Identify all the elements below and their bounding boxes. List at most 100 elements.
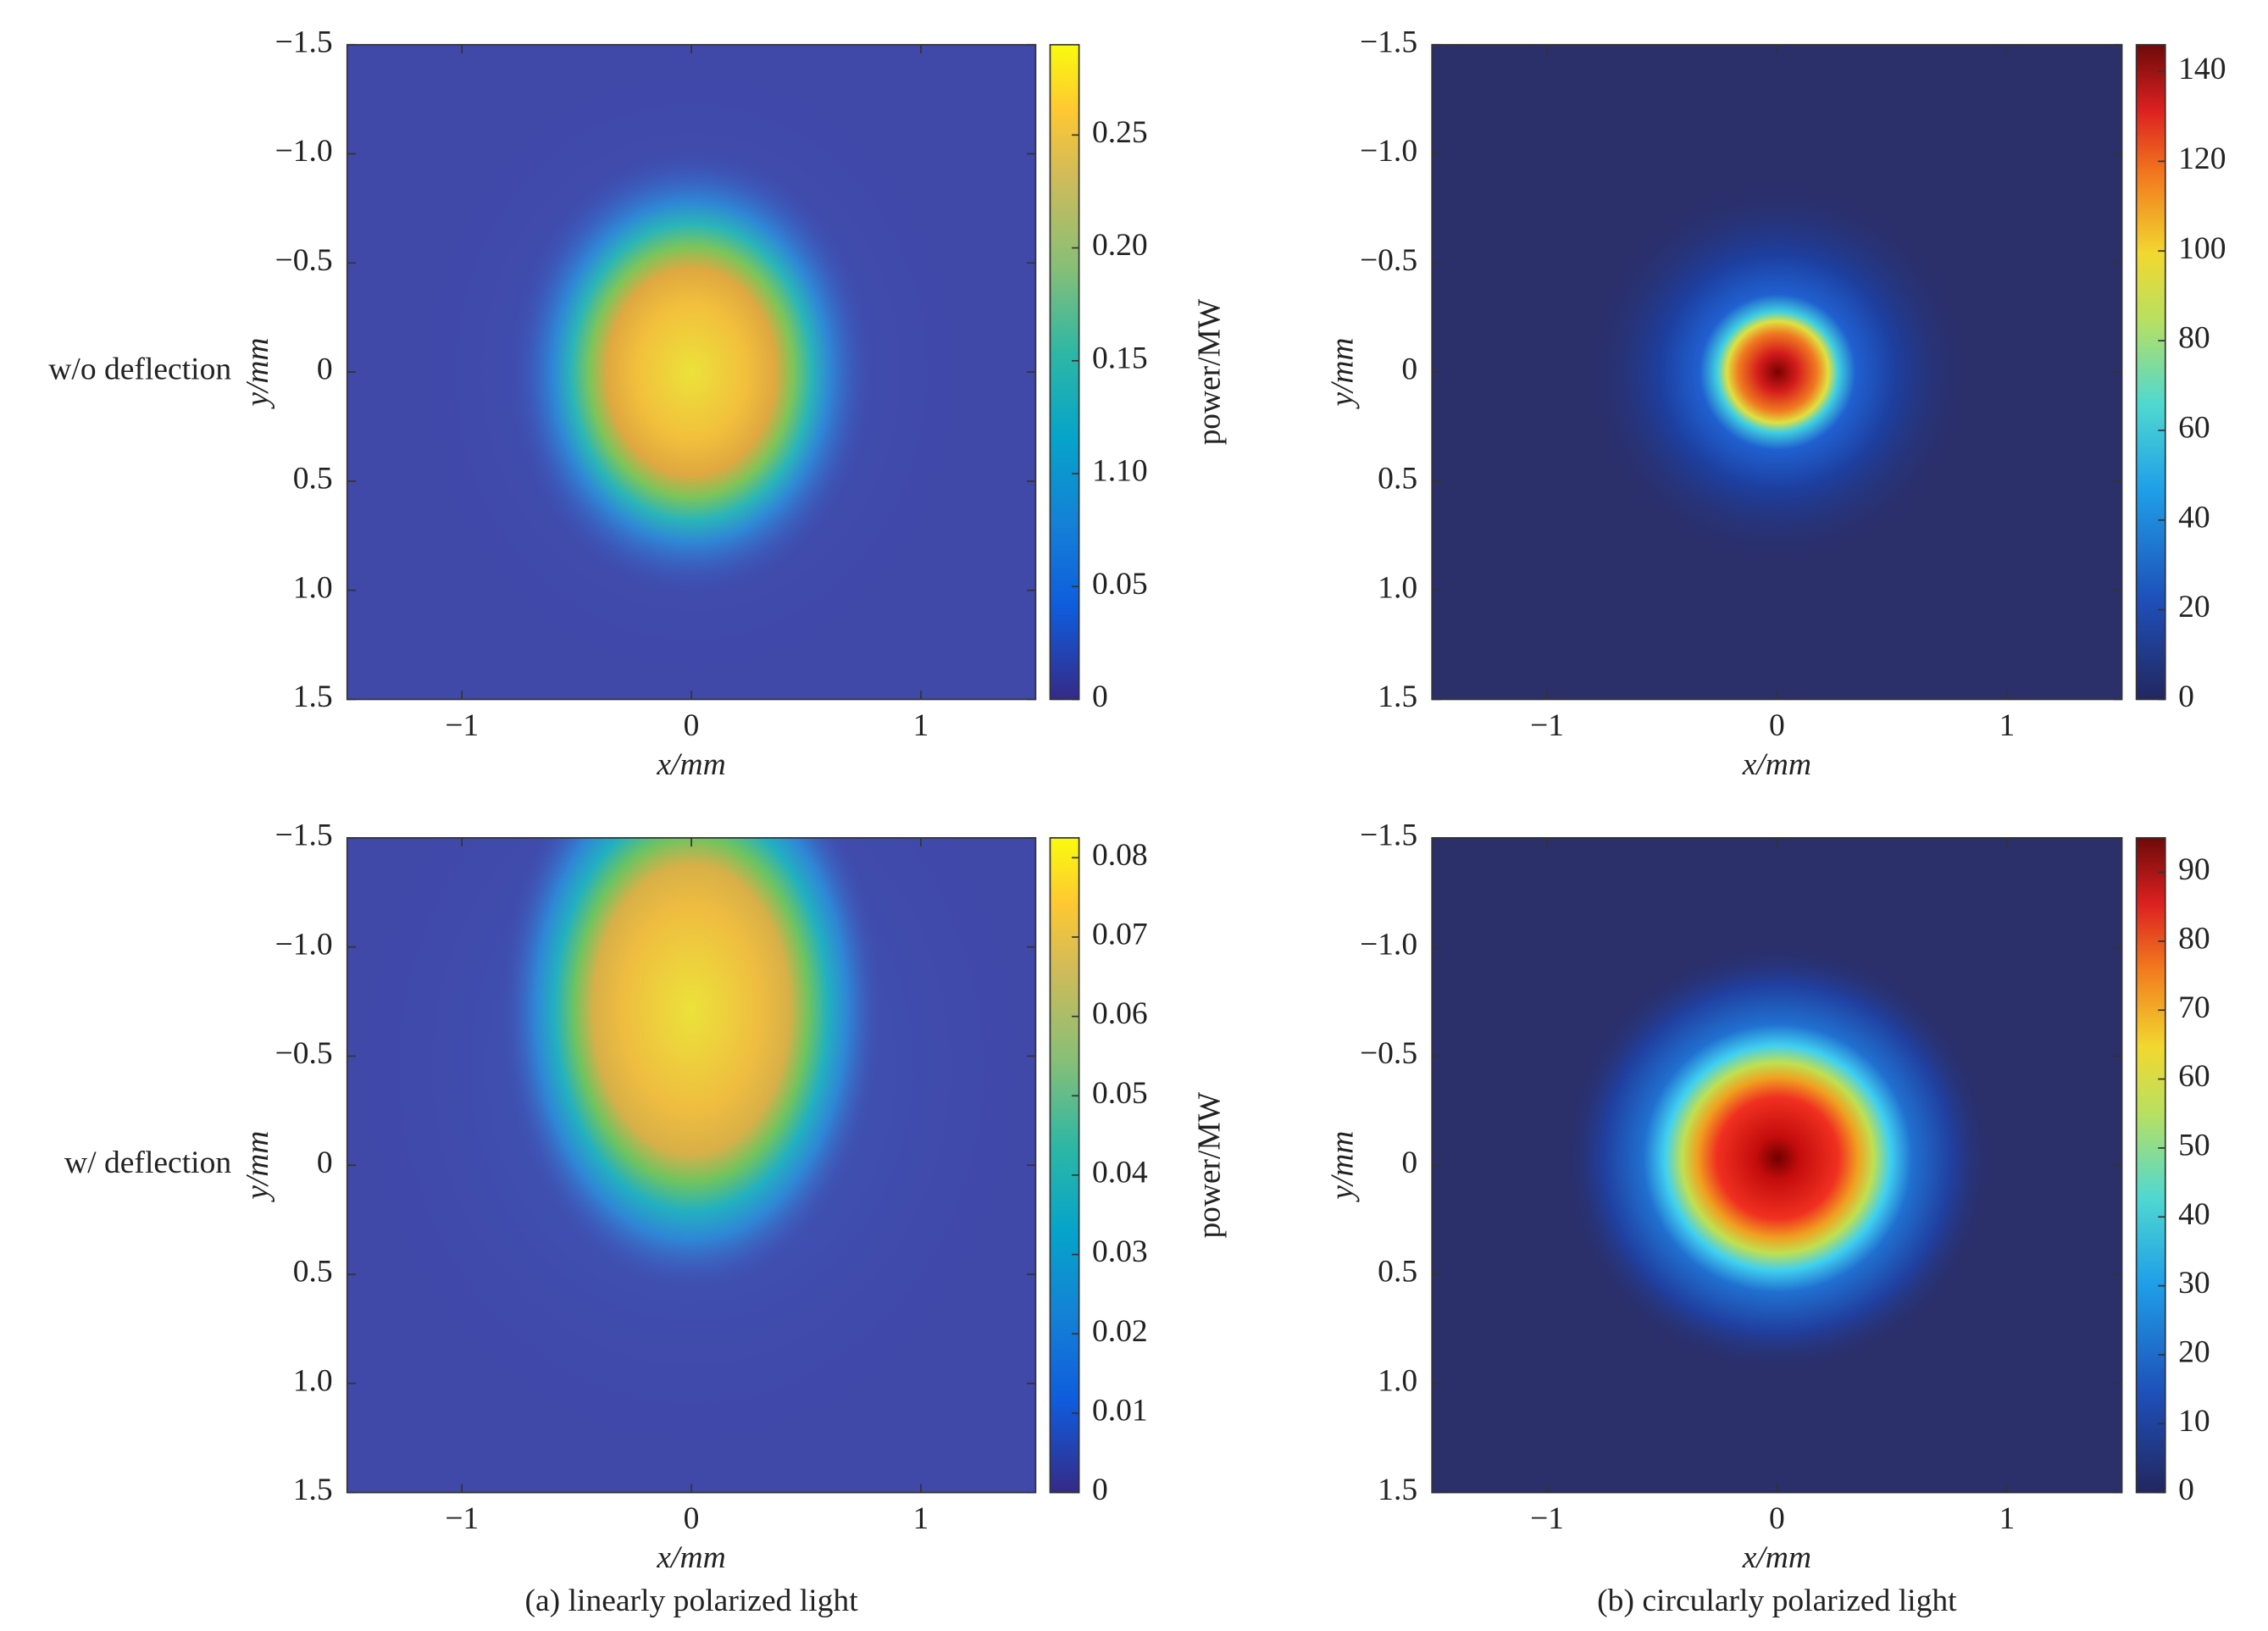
colorbar-label: power/MW — [1192, 298, 1227, 445]
x-tick-label: 0 — [684, 1501, 700, 1536]
colorbar-tick-label: 80 — [2178, 321, 2210, 356]
y-axis-label: y/mm — [241, 1131, 275, 1203]
y-tick-label: 0 — [1401, 1146, 1417, 1180]
colorbar-tick-label: 0.07 — [1092, 918, 1148, 952]
colorbar — [2135, 43, 2166, 701]
colorbar-tick-label: 0.06 — [1092, 996, 1148, 1031]
colorbar-tick-label: 10 — [2178, 1404, 2210, 1439]
x-tick-label: 0 — [1769, 1501, 1785, 1536]
heatmap — [347, 837, 1036, 1493]
colorbar-tick-label: 0.04 — [1092, 1156, 1148, 1190]
y-tick-label: −1.0 — [1360, 927, 1417, 962]
x-tick-label: −1 — [1530, 708, 1564, 743]
y-tick-label: 0.5 — [1378, 462, 1417, 497]
colorbar-tick-label: 0.25 — [1092, 115, 1148, 150]
y-tick-label: −0.5 — [1360, 1036, 1417, 1071]
y-tick-label: 1.5 — [1378, 1473, 1417, 1507]
x-tick-label: −1 — [445, 708, 479, 743]
y-tick-label: 1.0 — [293, 1363, 333, 1398]
x-tick-label: 0 — [1769, 708, 1785, 743]
colorbar — [2135, 837, 2166, 1494]
x-tick-label: 1 — [913, 708, 929, 743]
intensity-spot — [496, 837, 887, 1298]
y-axis-label: y/mm — [241, 338, 275, 410]
colorbar-tick-label: 30 — [2178, 1266, 2210, 1301]
colorbar-tick-label: 140 — [2178, 52, 2226, 86]
x-tick-label: −1 — [445, 1501, 479, 1536]
y-tick-label: 1.5 — [293, 1473, 333, 1507]
colorbar-tick-label: 90 — [2178, 852, 2210, 887]
y-tick-label: 0.5 — [1378, 1255, 1417, 1290]
intensity-spot — [506, 144, 877, 601]
y-tick-label: −0.5 — [275, 1036, 333, 1071]
colorbar-tick-label: 70 — [2178, 990, 2210, 1025]
colorbar — [1049, 43, 1080, 701]
x-tick-label: −1 — [1530, 1501, 1564, 1536]
intensity-spot — [1582, 177, 1973, 567]
x-axis-label: x/mm — [656, 1540, 725, 1575]
colorbar-tick-label: 60 — [2178, 411, 2210, 446]
panel: −1 0 1 −1.5 −1.0 −0.5 0 0.5 1.0 1.5 x/mm y/mm 0 20 40 6… — [1325, 25, 2226, 782]
colorbar-tick-label: 0.02 — [1092, 1314, 1148, 1349]
colorbar-tick-label: 120 — [2178, 141, 2226, 176]
colorbar-tick-label: 40 — [2178, 1197, 2210, 1232]
row-label: w/ deflection — [64, 1146, 231, 1180]
colorbar-tick-label: 0.03 — [1092, 1234, 1148, 1269]
row-label: w/o deflection — [48, 352, 231, 387]
caption: (b) circularly polarized light — [1597, 1584, 1957, 1618]
x-axis-label: x/mm — [656, 747, 725, 782]
y-tick-label: 1.5 — [1378, 680, 1417, 714]
y-tick-label: 1.5 — [293, 680, 333, 714]
heatmap — [1432, 44, 2122, 700]
y-tick-label: −1.0 — [275, 134, 333, 169]
y-tick-label: 0 — [317, 352, 333, 387]
colorbar-tick-label: 50 — [2178, 1129, 2210, 1163]
x-tick-label: 1 — [913, 1501, 929, 1536]
y-tick-label: 0.5 — [293, 462, 333, 497]
heatmap — [347, 44, 1036, 700]
colorbar-tick-label: 0.15 — [1092, 341, 1148, 375]
heatmap — [1432, 837, 2122, 1493]
colorbar-tick-label: 40 — [2178, 500, 2210, 535]
y-tick-label: −1.5 — [1360, 818, 1417, 853]
colorbar-tick-label: 0 — [1092, 1473, 1108, 1507]
colorbar-tick-label: 0 — [1092, 680, 1108, 714]
colorbar-tick-label: 1.10 — [1092, 454, 1148, 489]
colorbar-tick-label: 0 — [2178, 680, 2194, 714]
colorbar-tick-label: 20 — [2178, 1335, 2210, 1370]
y-tick-label: −1.5 — [275, 818, 333, 853]
x-tick-label: 1 — [1999, 1501, 2015, 1536]
colorbar-tick-label: 0.08 — [1092, 838, 1148, 873]
y-tick-label: 0 — [1401, 352, 1417, 387]
intensity-spot — [1561, 941, 1995, 1375]
y-tick-label: 1.0 — [293, 570, 333, 605]
colorbar-tick-label: 0.05 — [1092, 567, 1148, 602]
x-axis-label: x/mm — [1742, 747, 1811, 782]
colorbar-tick-label: 0.05 — [1092, 1076, 1148, 1111]
y-tick-label: −1.5 — [1360, 25, 1417, 59]
y-tick-label: 0.5 — [293, 1255, 333, 1290]
panel: −1 0 1 −1.5 −1.0 −0.5 0 0.5 1.0 1.5 x/mm y/mm w/o de… — [48, 25, 1227, 782]
colorbar-tick-label: 80 — [2178, 922, 2210, 957]
y-tick-label: 1.0 — [1378, 1363, 1417, 1398]
colorbar-tick-label: 0 — [2178, 1473, 2194, 1507]
colorbar — [1049, 837, 1080, 1494]
colorbar-tick-label: 0.20 — [1092, 228, 1148, 263]
colorbar-tick-label: 20 — [2178, 590, 2210, 624]
y-tick-label: −0.5 — [1360, 243, 1417, 278]
x-tick-label: 1 — [1999, 708, 2015, 743]
colorbar-tick-label: 0.01 — [1092, 1394, 1148, 1429]
y-tick-label: −1.5 — [275, 25, 333, 59]
y-tick-label: −1.0 — [1360, 134, 1417, 169]
y-axis-label: y/mm — [1325, 1131, 1360, 1203]
y-tick-label: −0.5 — [275, 243, 333, 278]
colorbar-tick-label: 60 — [2178, 1059, 2210, 1094]
caption: (a) linearly polarized light — [525, 1584, 859, 1618]
colorbar-label: power/MW — [1192, 1091, 1227, 1238]
panel: −1 0 1 −1.5 −1.0 −0.5 0 0.5 1.0 1.5 x/mm y/mm w/ def… — [64, 818, 1227, 1619]
y-tick-label: 0 — [317, 1146, 333, 1180]
y-tick-label: 1.0 — [1378, 570, 1417, 605]
x-axis-label: x/mm — [1742, 1540, 1811, 1575]
